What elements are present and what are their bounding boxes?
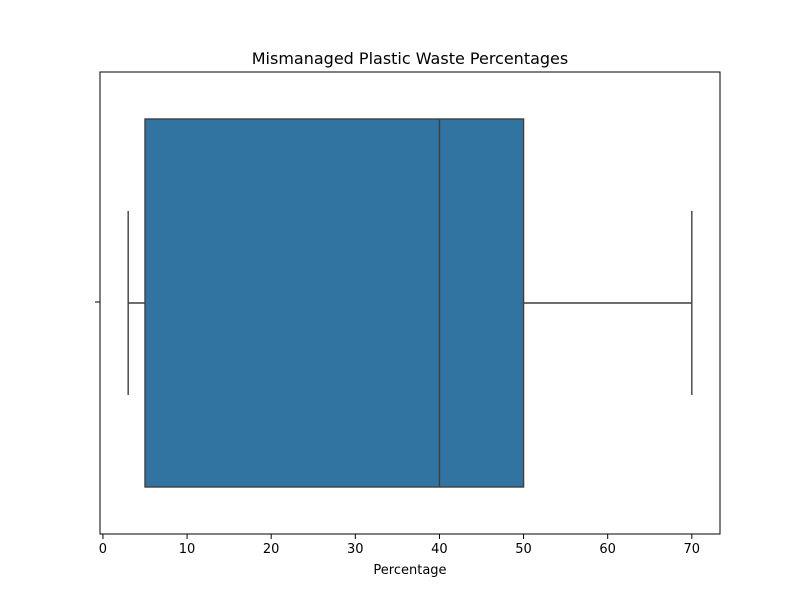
x-tick-label: 20 [263, 542, 280, 557]
plot-frame [99, 71, 721, 535]
interquartile-box [144, 118, 525, 488]
x-tick-label: 0 [99, 542, 107, 557]
x-tick-label: 40 [431, 542, 448, 557]
x-axis-label: Percentage [373, 563, 446, 578]
plot-area [127, 118, 693, 488]
x-tick-label: 60 [599, 542, 616, 557]
x-tick-label: 70 [684, 542, 701, 557]
x-tick-label: 50 [515, 542, 532, 557]
x-tick-label: 30 [347, 542, 364, 557]
x-axis: 0 10 20 30 40 50 60 70 [99, 534, 700, 557]
chart-title: Mismanaged Plastic Waste Percentages [252, 49, 568, 68]
x-tick-label: 10 [179, 542, 196, 557]
